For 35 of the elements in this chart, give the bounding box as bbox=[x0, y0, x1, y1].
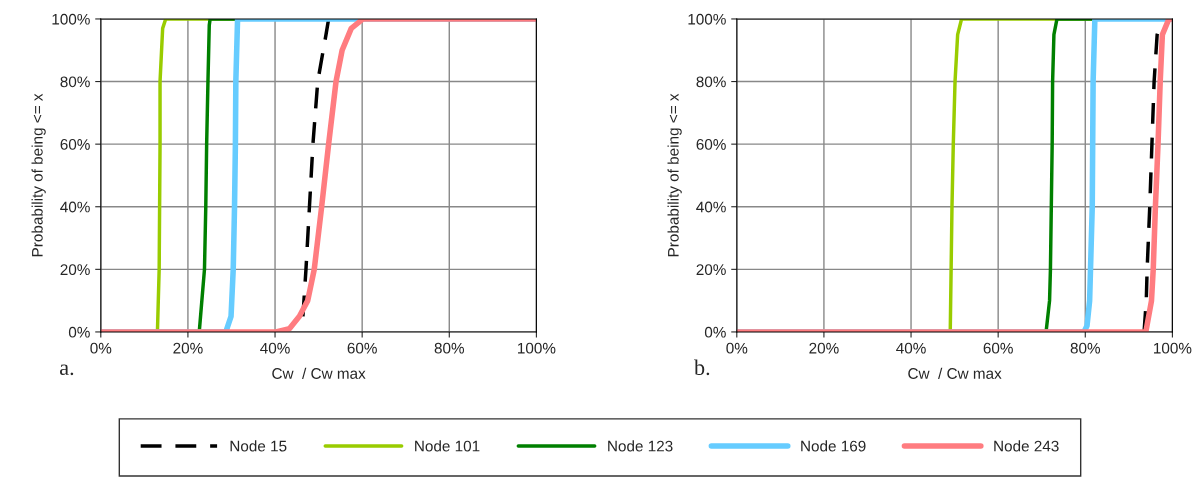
y-tick-label: 100% bbox=[688, 13, 726, 25]
x-tick-label: 40% bbox=[896, 342, 926, 354]
legend-label: Node 15 bbox=[230, 440, 287, 452]
y-tick-label: 40% bbox=[696, 201, 726, 213]
x-axis-title: Cw / Cw max bbox=[272, 367, 366, 379]
y-tick-label: 80% bbox=[60, 76, 90, 88]
x-tick-label: 60% bbox=[983, 342, 1013, 354]
y-tick-label: 0% bbox=[704, 326, 726, 338]
x-tick-label: 20% bbox=[173, 342, 203, 354]
x-tick-label: 80% bbox=[434, 342, 465, 354]
x-axis-title: Cw / Cw max bbox=[908, 367, 1002, 379]
y-tick-label: 40% bbox=[60, 201, 90, 213]
y-tick-label: 20% bbox=[60, 264, 90, 276]
y-tick-label: 60% bbox=[696, 139, 726, 150]
y-tick-label: 0% bbox=[68, 326, 90, 338]
y-axis-title: Probability of being <= x bbox=[31, 93, 46, 257]
text: a. bbox=[60, 364, 74, 376]
y-tick-label: 60% bbox=[60, 139, 90, 150]
x-tick-label: 20% bbox=[809, 342, 839, 354]
x-tick-label: 0% bbox=[726, 342, 748, 354]
legend-label: Node 101 bbox=[415, 440, 480, 452]
y-tick-label: 20% bbox=[696, 264, 726, 276]
x-tick-label: 100% bbox=[518, 342, 556, 354]
legend-label: Node 169 bbox=[801, 440, 866, 452]
y-axis-title: Probability of being <= x bbox=[667, 93, 682, 257]
legend-label: Node 123 bbox=[608, 440, 673, 452]
x-tick-label: 60% bbox=[347, 342, 377, 354]
y-tick-label: 100% bbox=[52, 13, 90, 25]
text: b. bbox=[694, 359, 710, 376]
x-tick-label: 80% bbox=[1070, 342, 1101, 354]
x-tick-label: 40% bbox=[260, 342, 290, 354]
legend-label: Node 243 bbox=[994, 440, 1059, 452]
x-tick-label: 100% bbox=[1154, 342, 1192, 354]
x-tick-label: 0% bbox=[90, 342, 112, 354]
y-tick-label: 80% bbox=[696, 76, 726, 88]
